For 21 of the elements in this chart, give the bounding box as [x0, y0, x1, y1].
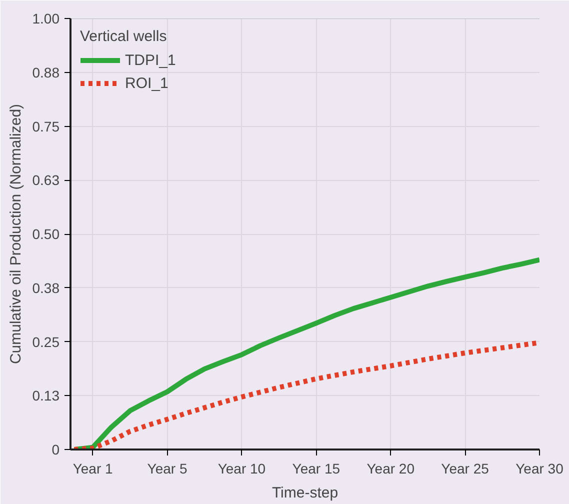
y-tick-label: 0 — [52, 442, 60, 458]
y-tick-label: 1.00 — [32, 10, 60, 26]
x-tick-label: Year 25 — [441, 460, 490, 476]
x-tick-label: Year 20 — [366, 460, 415, 476]
y-tick-label: 0.13 — [32, 388, 60, 404]
x-tick-label: Year 5 — [147, 460, 188, 476]
x-tick-label: Year 30 — [516, 460, 564, 476]
x-axis-title: Time-step — [272, 484, 338, 502]
legend-title: Vertical wells — [80, 28, 168, 45]
y-tick-label: 0.50 — [32, 226, 60, 242]
y-tick-label: 0.88 — [32, 64, 60, 80]
x-tick-label: Year 1 — [72, 460, 114, 476]
x-tick-label: Year 10 — [218, 460, 266, 476]
y-tick-label: 0.63 — [32, 172, 60, 188]
legend-label: TDPI_1 — [125, 52, 176, 68]
y-tick-label: 0.38 — [32, 280, 60, 296]
x-tick-label: Year 15 — [292, 460, 340, 476]
y-axis-title: Cumulative oil Production (Normalized) — [7, 104, 24, 364]
y-tick-label: 0.25 — [32, 334, 60, 350]
y-tick-label: 0.75 — [32, 118, 60, 134]
legend-label: ROI_1 — [125, 74, 168, 92]
